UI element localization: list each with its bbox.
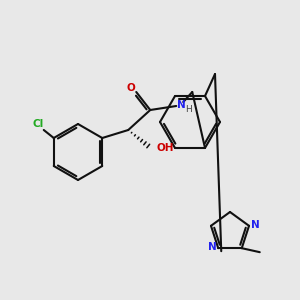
Text: OH: OH [156, 143, 174, 153]
Text: H: H [185, 106, 192, 115]
Text: Cl: Cl [32, 119, 44, 129]
Text: N: N [177, 100, 186, 110]
Text: N: N [208, 242, 217, 252]
Text: N: N [250, 220, 260, 230]
Text: O: O [127, 83, 136, 93]
